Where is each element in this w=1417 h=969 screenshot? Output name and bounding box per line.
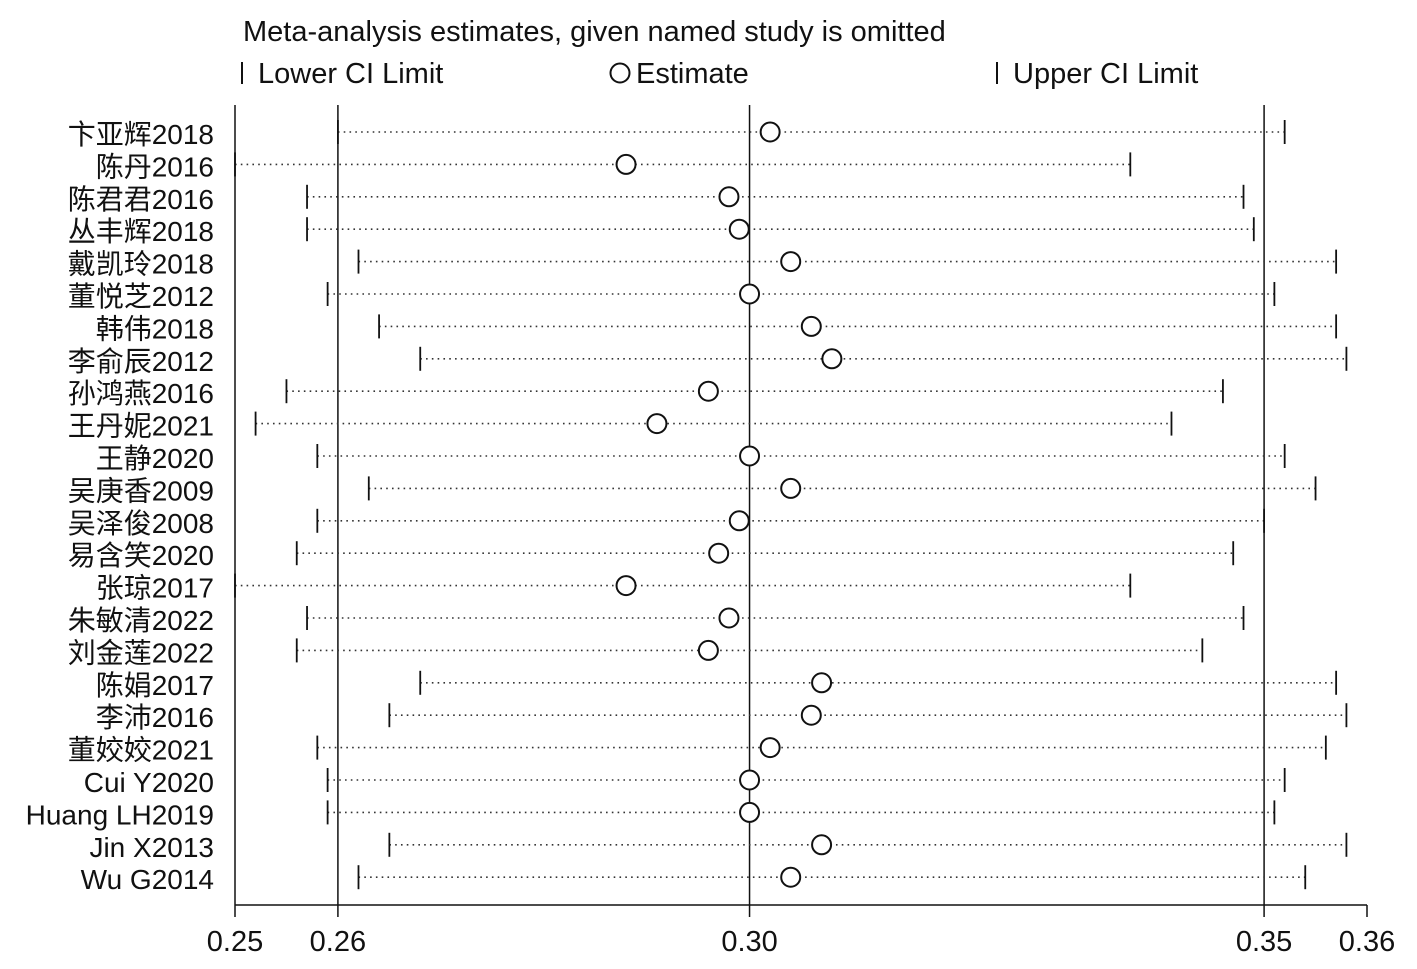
x-tick-label: 0.30 xyxy=(721,926,777,958)
study-label: 陈娟2017 xyxy=(96,670,214,701)
estimate-marker xyxy=(759,737,781,759)
estimate-marker xyxy=(759,121,781,143)
estimate-marker xyxy=(615,153,637,175)
legend-estimate-label: Estimate xyxy=(636,58,749,90)
study-label: 刘金莲2022 xyxy=(68,637,214,668)
legend-estimate-marker xyxy=(609,62,631,84)
estimate-marker xyxy=(697,380,719,402)
study-label: 张琼2017 xyxy=(96,573,214,604)
estimate-marker xyxy=(718,186,740,208)
study-label: 董悦芝2012 xyxy=(68,281,214,312)
estimate-marker xyxy=(811,834,833,856)
estimate-marker xyxy=(780,251,802,273)
chart-title: Meta-analysis estimates, given named stu… xyxy=(243,16,946,48)
study-label: 陈君君2016 xyxy=(68,184,214,215)
estimate-marker xyxy=(718,607,740,629)
study-label: 戴凯玲2018 xyxy=(68,249,214,280)
estimate-marker xyxy=(728,510,750,532)
estimate-marker xyxy=(780,477,802,499)
estimate-marker xyxy=(811,672,833,694)
study-label: 卞亚辉2018 xyxy=(68,119,214,150)
estimate-marker xyxy=(697,639,719,661)
plot-area: 0.25 0.26 0.30 0.35 0.36 卞亚辉2018陈丹2016陈君君2016… xyxy=(26,105,1395,958)
study-label: 董姣姣2021 xyxy=(68,735,214,766)
study-label: 王丹妮2021 xyxy=(68,411,214,442)
study-label: 朱敏清2022 xyxy=(68,605,214,636)
study-label: 李俞辰2012 xyxy=(68,346,214,377)
study-label: 王静2020 xyxy=(96,443,214,474)
study-label: 孙鸿燕2016 xyxy=(68,378,214,409)
legend: Lower CI Limit Estimate Upper CI Limit xyxy=(241,58,1198,90)
estimate-marker xyxy=(739,769,761,791)
study-label: 吴泽俊2008 xyxy=(68,508,214,539)
estimate-marker xyxy=(739,283,761,305)
estimate-marker xyxy=(800,315,822,337)
legend-upper-label: Upper CI Limit xyxy=(1013,58,1198,90)
x-tick-label: 0.26 xyxy=(310,926,366,958)
study-label: 陈丹2016 xyxy=(96,151,214,182)
study-label: Cui Y2020 xyxy=(84,767,214,798)
study-label: Huang LH2019 xyxy=(26,799,214,830)
x-tick-label: 0.36 xyxy=(1339,926,1395,958)
x-tick-label: 0.25 xyxy=(207,926,263,958)
legend-lower-label: Lower CI Limit xyxy=(258,58,443,90)
estimate-marker xyxy=(646,413,668,435)
study-label: Jin X2013 xyxy=(89,832,214,863)
study-label: 李沛2016 xyxy=(96,702,214,733)
estimate-marker xyxy=(728,218,750,240)
estimate-marker xyxy=(739,445,761,467)
study-label: 吴庚香2009 xyxy=(68,475,214,506)
study-label: 韩伟2018 xyxy=(96,313,214,344)
estimate-marker xyxy=(615,575,637,597)
study-label: 易含笑2020 xyxy=(68,540,214,571)
estimate-marker xyxy=(780,866,802,888)
estimate-marker xyxy=(821,348,843,370)
study-label: 丛丰辉2018 xyxy=(68,216,214,247)
x-tick-label: 0.35 xyxy=(1236,926,1292,958)
estimate-marker xyxy=(800,704,822,726)
estimate-marker xyxy=(739,801,761,823)
study-label: Wu G2014 xyxy=(81,864,214,895)
estimate-marker xyxy=(708,542,730,564)
